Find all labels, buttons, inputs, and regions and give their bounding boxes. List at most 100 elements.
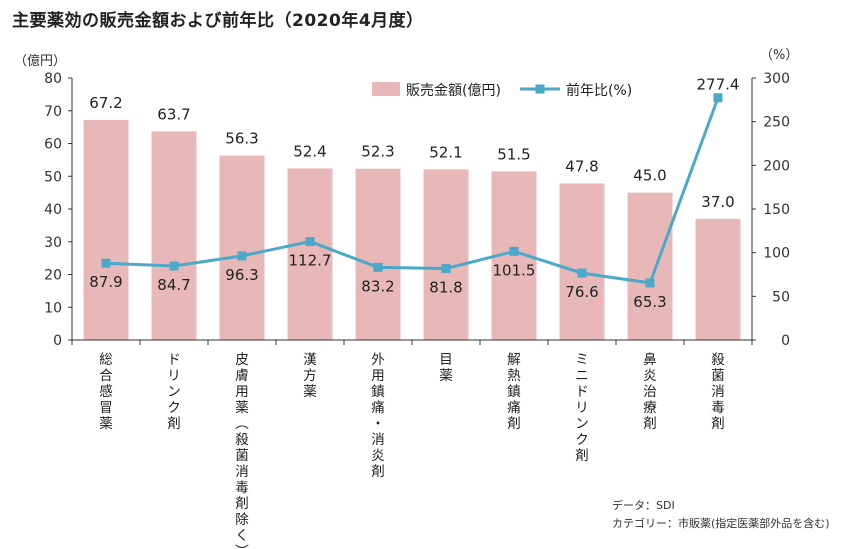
category-label-char: 殺: [711, 352, 725, 368]
bar-5: [355, 168, 401, 340]
category-label-char: 合: [99, 368, 113, 384]
bar-value-label: 45.0: [633, 167, 666, 185]
source-category: カテゴリー：市販薬(指定医薬部外品を含む): [612, 517, 830, 530]
yoy-marker-3: [237, 251, 247, 261]
category-label-char: 炎: [643, 368, 657, 384]
category-label-char: ・: [371, 416, 385, 432]
category-label-char: ド: [167, 352, 181, 368]
line-value-label: 84.7: [157, 276, 190, 294]
category-label-char: 菌: [235, 448, 249, 464]
bar-value-label: 63.7: [157, 105, 190, 123]
bar-value-label: 52.1: [429, 143, 462, 161]
left-tick-label: 40: [44, 202, 62, 218]
yoy-marker-4: [305, 237, 315, 247]
bar-10: [695, 218, 741, 340]
left-tick-label: 10: [44, 300, 62, 316]
category-label-char: 膚: [235, 368, 249, 384]
category-label-char: 皮: [235, 352, 249, 368]
yoy-marker-1: [101, 258, 111, 268]
category-label-char: ク: [575, 432, 589, 448]
left-tick-label: 50: [44, 169, 62, 185]
bar-8: [559, 183, 605, 340]
category-label-char: 療: [643, 399, 657, 416]
category-label-char: 剤: [643, 416, 657, 432]
category-label-char: 用: [235, 384, 249, 400]
category-labels: 総合感冒薬ドリンク剤皮膚用薬︵殺菌消毒剤除く︶漢方薬外用鎮痛・消炎剤目薬解熱鎮痛…: [99, 351, 725, 549]
yoy-marker-10: [713, 93, 723, 103]
category-label-char: 感: [99, 383, 113, 400]
line-value-label: 76.6: [565, 283, 598, 301]
line-value-label: 81.8: [429, 279, 462, 297]
source-data: データ：SDI: [612, 499, 675, 512]
category-label-char: 剤: [507, 416, 521, 432]
bar-value-label: 37.0: [701, 193, 734, 211]
line-value-label: 112.7: [289, 252, 332, 270]
line-series: [101, 93, 723, 288]
line-value-label: 96.3: [225, 266, 258, 284]
category-label-char: 剤: [235, 496, 249, 512]
left-tick-label: 70: [44, 104, 62, 120]
yoy-marker-9: [645, 278, 655, 288]
bar-value-label: 67.2: [89, 94, 122, 112]
category-label-char: 菌: [711, 368, 725, 384]
category-label-char: 薬: [235, 400, 249, 416]
category-label-char: 鎮: [507, 384, 521, 400]
legend-line-label: 前年比(%): [566, 82, 632, 99]
bar-3: [219, 155, 265, 340]
category-label-char: ︶: [235, 544, 249, 549]
legend-bar-swatch: [372, 82, 400, 96]
category-label-char: ︵: [235, 416, 249, 432]
category-label-char: 痛: [371, 399, 385, 416]
category-label-char: 剤: [711, 416, 725, 432]
category-label-char: 漢: [303, 352, 317, 368]
legend-line-marker: [535, 84, 545, 94]
category-label-char: ミ: [575, 352, 589, 368]
bar-value-label: 51.5: [497, 145, 530, 163]
category-label-char: 用: [371, 368, 385, 384]
category-label-char: 目: [439, 352, 453, 368]
left-tick-label: 80: [44, 71, 62, 87]
category-label-char: 毒: [711, 400, 725, 416]
bar-value-label: 56.3: [225, 130, 258, 148]
category-label-char: 消: [371, 432, 385, 448]
category-label-char: 熱: [507, 368, 521, 384]
category-label-char: 総: [99, 352, 113, 368]
bar-4: [287, 168, 333, 340]
category-label-char: 痛: [507, 399, 521, 416]
line-value-label: 83.2: [361, 277, 394, 295]
yoy-marker-8: [577, 268, 587, 278]
category-label-char: 鎮: [371, 384, 385, 400]
right-tick-label: 150: [763, 202, 790, 218]
right-tick-label: 200: [763, 158, 790, 174]
category-label-char: 方: [303, 368, 317, 384]
bar-1: [83, 119, 129, 340]
yoy-marker-2: [169, 261, 179, 271]
category-label-char: 治: [643, 384, 657, 400]
right-tick-label: 0: [781, 333, 790, 349]
right-tick-label: 250: [763, 115, 790, 131]
line-value-label: 87.9: [89, 273, 122, 291]
category-label-char: 薬: [303, 384, 317, 400]
left-tick-label: 0: [53, 333, 62, 349]
left-axis-unit: （億円）: [14, 54, 67, 69]
category-label-char: 殺: [235, 432, 249, 448]
category-label-char: 剤: [167, 416, 181, 432]
category-label-char: リ: [167, 368, 181, 384]
category-label-char: 除: [235, 512, 249, 528]
line-value-label: 65.3: [633, 293, 666, 311]
right-axis-unit: （%）: [760, 48, 799, 63]
left-tick-label: 60: [44, 137, 62, 153]
bar-value-label: 52.4: [293, 142, 326, 160]
yoy-line: [105, 97, 720, 285]
category-label-char: 消: [711, 384, 725, 400]
axes: 0 10 20 30 40 50 60 70 80 0 50 100 150 200 250 300: [44, 71, 790, 349]
yoy-marker-6: [441, 264, 451, 274]
left-tick-label: 20: [44, 268, 62, 284]
category-label-char: 鼻: [643, 351, 657, 368]
category-label-char: 剤: [575, 448, 589, 464]
bar-value-labels: 67.2 63.7 56.3 52.4 52.3 52.1 51.5 47.8 45.0 37.0: [89, 94, 734, 211]
category-label-char: 消: [235, 464, 249, 480]
category-label-char: ニ: [575, 368, 589, 384]
yoy-marker-5: [373, 262, 383, 272]
